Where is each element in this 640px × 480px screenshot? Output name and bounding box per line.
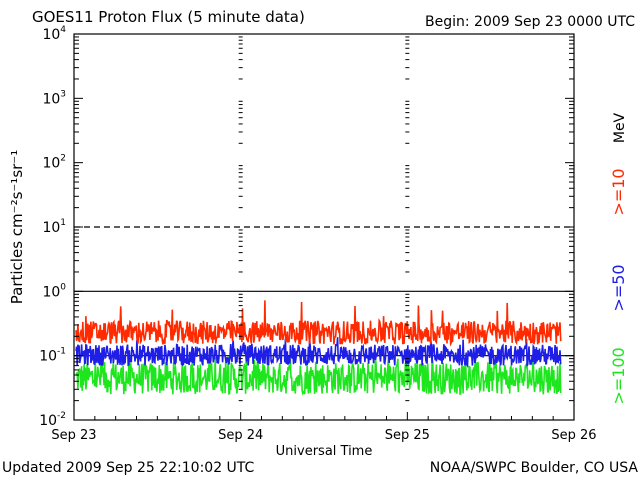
y-tick-label: 102 — [42, 154, 66, 172]
legend-unit-mev: MeV — [612, 112, 628, 143]
x-axis-label: Universal Time — [276, 444, 373, 459]
y-tick-label: 10-1 — [39, 347, 66, 365]
updated-timestamp: Updated 2009 Sep 25 22:10:02 UTC — [2, 460, 255, 476]
source-credit: NOAA/SWPC Boulder, CO USA — [429, 460, 638, 476]
series-layer — [75, 300, 562, 396]
legend-series-10: >=10 — [609, 168, 628, 215]
y-tick-label: 103 — [42, 89, 66, 107]
series-line-ge50 — [75, 337, 562, 369]
series-line-ge10 — [75, 300, 562, 347]
y-tick-label: 104 — [42, 25, 66, 43]
x-tick-label: Sep 25 — [385, 428, 430, 443]
legend-series-100: >=100 — [609, 347, 628, 404]
y-tick-label: 10-2 — [39, 411, 66, 429]
y-axis-label: Particles cm⁻²s⁻¹sr⁻¹ — [8, 150, 26, 304]
begin-time-label: Begin: 2009 Sep 23 0000 UTC — [425, 14, 636, 30]
chart-title: GOES11 Proton Flux (5 minute data) — [32, 8, 305, 26]
legend-series-50: >=50 — [609, 264, 628, 311]
y-tick-label: 100 — [42, 282, 66, 300]
x-tick-label: Sep 24 — [218, 428, 263, 443]
ticks-layer — [73, 33, 575, 421]
series-line-ge100 — [75, 355, 562, 396]
x-tick-label: Sep 26 — [551, 428, 596, 443]
x-tick-label: Sep 23 — [51, 428, 96, 443]
y-tick-labels: 10-2 10-1 100 101 102 103 104 — [39, 25, 66, 429]
y-tick-label: 101 — [42, 218, 66, 236]
x-tick-labels: Sep 23 Sep 24 Sep 25 Sep 26 — [51, 428, 596, 443]
